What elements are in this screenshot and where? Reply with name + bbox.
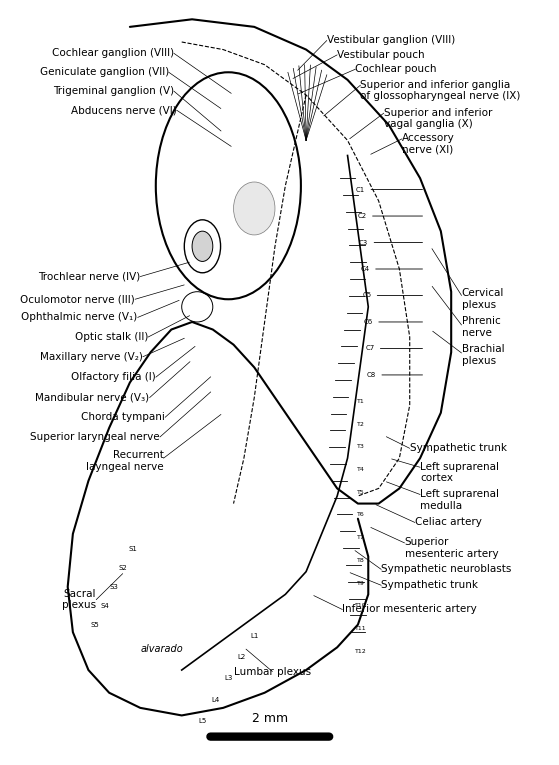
Text: T7: T7 bbox=[357, 535, 364, 540]
Text: T1: T1 bbox=[357, 399, 364, 404]
Text: T8: T8 bbox=[357, 558, 364, 563]
Text: L1: L1 bbox=[250, 633, 258, 639]
Text: T6: T6 bbox=[357, 513, 364, 517]
Text: C4: C4 bbox=[361, 266, 369, 272]
Ellipse shape bbox=[234, 182, 275, 235]
Text: Geniculate ganglion (VII): Geniculate ganglion (VII) bbox=[40, 67, 169, 77]
Text: Oculomotor nerve (III): Oculomotor nerve (III) bbox=[20, 295, 135, 304]
Text: T11: T11 bbox=[354, 626, 366, 631]
Text: L5: L5 bbox=[198, 718, 207, 724]
Text: S2: S2 bbox=[119, 565, 127, 571]
Text: Left suprarenal
cortex: Left suprarenal cortex bbox=[420, 462, 499, 483]
Text: Ophthalmic nerve (V₁): Ophthalmic nerve (V₁) bbox=[21, 312, 138, 322]
Text: Trochlear nerve (IV): Trochlear nerve (IV) bbox=[38, 272, 140, 282]
Text: T4: T4 bbox=[357, 467, 364, 472]
Text: Celiac artery: Celiac artery bbox=[415, 517, 482, 528]
Text: T3: T3 bbox=[357, 444, 364, 449]
Text: alvarado: alvarado bbox=[140, 644, 183, 654]
Text: C1: C1 bbox=[356, 187, 365, 193]
Text: T9: T9 bbox=[357, 581, 364, 585]
Text: Vestibular ganglion (VIII): Vestibular ganglion (VIII) bbox=[327, 35, 455, 45]
Text: Chorda tympani: Chorda tympani bbox=[81, 412, 165, 422]
Text: Sacral
plexus: Sacral plexus bbox=[62, 589, 96, 610]
Text: Cochlear ganglion (VIII): Cochlear ganglion (VIII) bbox=[52, 48, 174, 58]
Text: S1: S1 bbox=[128, 546, 137, 552]
Text: Optic stalk (II): Optic stalk (II) bbox=[75, 332, 148, 342]
Text: Superior and inferior ganglia
of glossopharyngeal nerve (IX): Superior and inferior ganglia of glossop… bbox=[361, 80, 521, 101]
Text: Cervical
plexus: Cervical plexus bbox=[462, 288, 504, 310]
Text: S3: S3 bbox=[110, 584, 119, 590]
Text: L4: L4 bbox=[211, 697, 220, 702]
Text: T2: T2 bbox=[357, 422, 364, 427]
Text: Sympathetic trunk: Sympathetic trunk bbox=[410, 444, 506, 454]
Text: Abducens nerve (VI): Abducens nerve (VI) bbox=[71, 105, 177, 115]
Text: Phrenic
nerve: Phrenic nerve bbox=[462, 317, 500, 338]
Text: Superior and inferior
vagal ganglia (X): Superior and inferior vagal ganglia (X) bbox=[384, 108, 492, 129]
Text: T12: T12 bbox=[354, 649, 366, 653]
Text: 2 mm: 2 mm bbox=[252, 711, 288, 724]
Ellipse shape bbox=[192, 231, 213, 262]
Text: C6: C6 bbox=[364, 319, 373, 325]
Text: C2: C2 bbox=[358, 213, 367, 219]
Text: T10: T10 bbox=[354, 604, 366, 608]
Text: Maxillary nerve (V₂): Maxillary nerve (V₂) bbox=[40, 352, 143, 362]
Text: L3: L3 bbox=[224, 675, 233, 682]
Text: C7: C7 bbox=[365, 346, 375, 351]
Text: Lumbar plexus: Lumbar plexus bbox=[234, 666, 311, 676]
Text: Recurrent
layngeal nerve: Recurrent layngeal nerve bbox=[86, 451, 164, 472]
Text: C5: C5 bbox=[362, 292, 371, 298]
Text: Brachial
plexus: Brachial plexus bbox=[462, 344, 504, 366]
Text: T5: T5 bbox=[357, 490, 364, 495]
Text: Trigeminal ganglion (V): Trigeminal ganglion (V) bbox=[53, 86, 174, 96]
Text: Superior laryngeal nerve: Superior laryngeal nerve bbox=[30, 432, 160, 442]
Text: Sympathetic neuroblasts: Sympathetic neuroblasts bbox=[381, 565, 511, 575]
Text: Mandibular nerve (V₃): Mandibular nerve (V₃) bbox=[35, 392, 150, 402]
Text: Sympathetic trunk: Sympathetic trunk bbox=[381, 581, 479, 591]
Text: S5: S5 bbox=[91, 622, 100, 627]
Text: S4: S4 bbox=[100, 603, 109, 609]
Text: Left suprarenal
medulla: Left suprarenal medulla bbox=[420, 489, 499, 510]
Text: C3: C3 bbox=[359, 239, 368, 246]
Text: Cochlear pouch: Cochlear pouch bbox=[356, 64, 437, 74]
Text: L2: L2 bbox=[237, 654, 245, 660]
Text: Accessory
nerve (XI): Accessory nerve (XI) bbox=[402, 133, 454, 155]
Text: Inferior mesenteric artery: Inferior mesenteric artery bbox=[342, 604, 477, 614]
Text: Superior
mesenteric artery: Superior mesenteric artery bbox=[405, 537, 498, 559]
Text: C8: C8 bbox=[367, 372, 376, 378]
Text: Vestibular pouch: Vestibular pouch bbox=[337, 50, 425, 60]
Text: Olfactory filia (I): Olfactory filia (I) bbox=[71, 373, 156, 382]
